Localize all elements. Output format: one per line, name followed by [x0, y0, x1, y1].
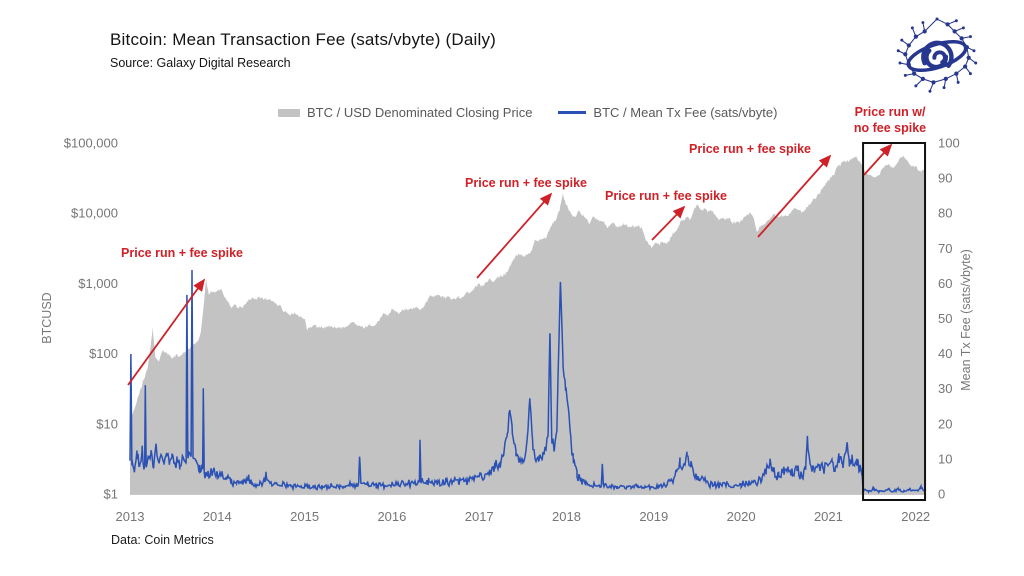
fee-line-series	[129, 269, 925, 495]
axis-tick-label: 30	[938, 381, 952, 396]
axis-tick-label: 0	[938, 487, 945, 502]
axis-tick-label: 80	[938, 206, 952, 221]
axis-tick-label: 2019	[639, 509, 668, 524]
annotation-label-2: Price run + fee spike	[465, 176, 587, 190]
annotation-label-1: Price run + fee spike	[121, 246, 243, 260]
axis-tick-label: $10,000	[71, 206, 118, 221]
data-source-note: Data: Coin Metrics	[111, 533, 214, 547]
axis-tick-label: 10	[938, 451, 952, 466]
axis-tick-label: 2013	[116, 509, 145, 524]
left-axis-title: BTCUSD	[40, 292, 54, 344]
right-axis-title: Mean Tx Fee (sats/vbyte)	[959, 249, 973, 391]
axis-tick-label: 60	[938, 276, 952, 291]
axis-tick-label: 2021	[814, 509, 843, 524]
axis-tick-label: 20	[938, 416, 952, 431]
area-swatch-icon	[278, 108, 300, 117]
legend-item-fee: BTC / Mean Tx Fee (sats/vbyte)	[558, 105, 777, 120]
axis-tick-label: $1,000	[78, 276, 118, 291]
axis-tick-label: $100	[89, 346, 118, 361]
axis-tick-label: 2015	[290, 509, 319, 524]
axis-tick-label: 2014	[203, 509, 232, 524]
axis-tick-label: $10	[96, 416, 118, 431]
axis-tick-label: 40	[938, 346, 952, 361]
axis-tick-label: $100,000	[64, 136, 118, 151]
annotation-label-5: Price run w/ no fee spike	[853, 105, 927, 135]
legend-label-fee: BTC / Mean Tx Fee (sats/vbyte)	[593, 105, 778, 120]
axis-tick-label: 90	[938, 171, 952, 186]
annotation-arrow	[863, 143, 893, 176]
galaxy-digital-logo	[893, 12, 981, 100]
annotation-arrow	[127, 278, 206, 386]
highlight-box	[862, 142, 927, 501]
chart-legend: BTC / USD Denominated Closing Price BTC …	[278, 105, 777, 120]
axis-tick-label: 2018	[552, 509, 581, 524]
annotation-label-3: Price run + fee spike	[605, 189, 727, 203]
annotation-arrow	[651, 205, 686, 241]
axis-tick-label: 2022	[901, 509, 930, 524]
legend-label-price: BTC / USD Denominated Closing Price	[307, 105, 533, 120]
axis-tick-label: 2016	[377, 509, 406, 524]
source-note: Source: Galaxy Digital Research	[110, 56, 291, 70]
annotation-label-4: Price run + fee spike	[689, 142, 811, 156]
page-title: Bitcoin: Mean Transaction Fee (sats/vbyt…	[110, 30, 497, 49]
price-area-series	[130, 155, 924, 495]
axis-tick-label: 100	[938, 136, 960, 151]
annotation-arrow	[757, 154, 832, 238]
axis-tick-label: 70	[938, 241, 952, 256]
network-sphere-icon	[896, 17, 978, 93]
line-swatch-icon	[558, 111, 587, 114]
axis-tick-label: 2020	[727, 509, 756, 524]
axis-tick-label: $1	[104, 487, 118, 502]
annotation-arrow	[476, 192, 553, 279]
axis-tick-label: 2017	[465, 509, 494, 524]
legend-item-price: BTC / USD Denominated Closing Price	[278, 105, 532, 120]
axis-tick-label: 50	[938, 311, 952, 326]
